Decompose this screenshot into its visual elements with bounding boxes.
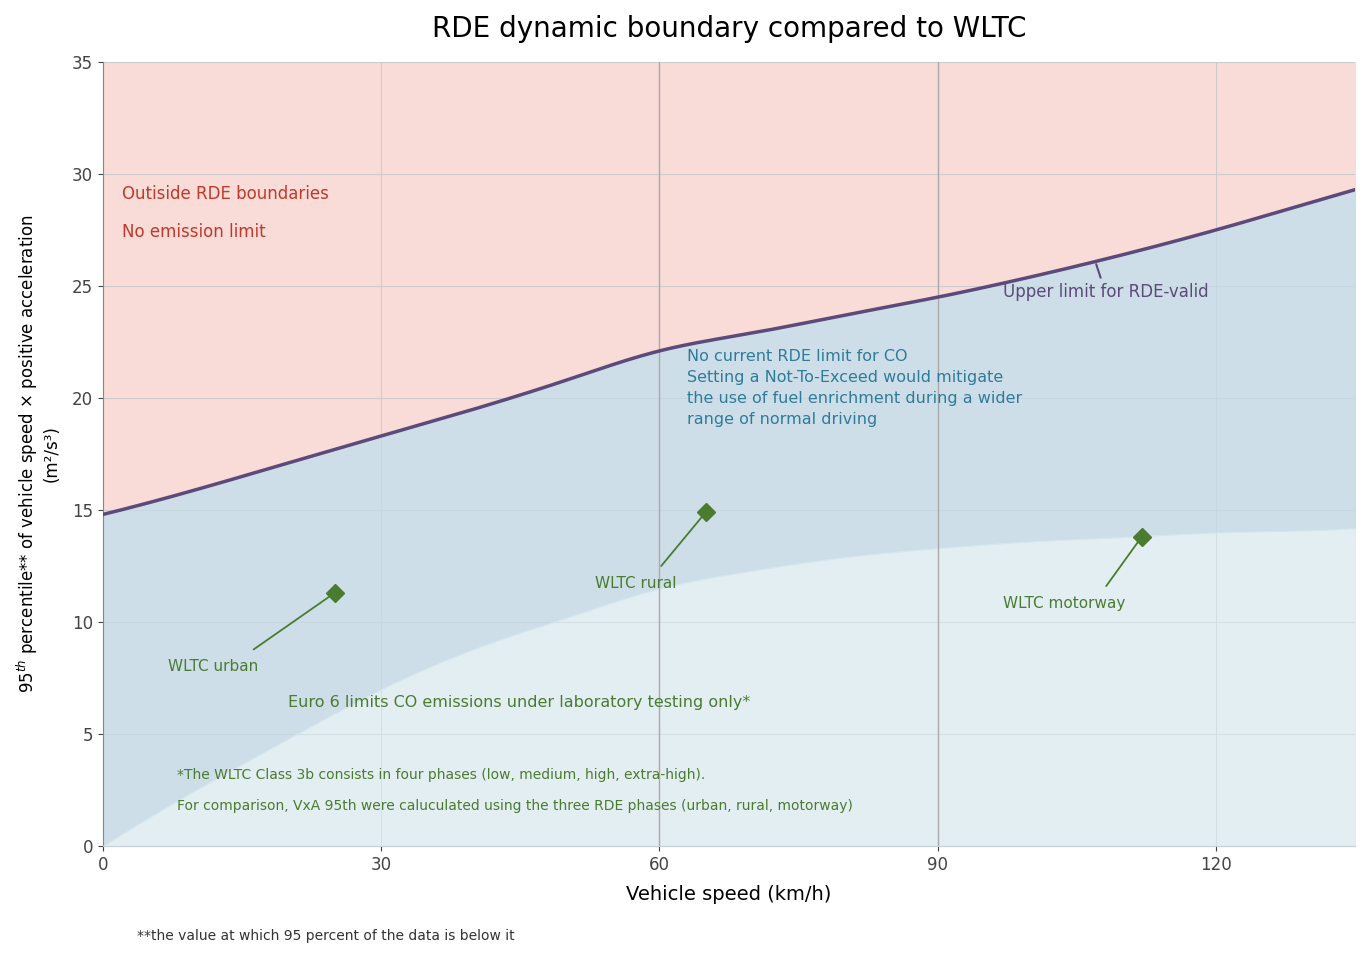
Text: No current RDE limit for CO
Setting a Not-To-Exceed would mitigate
the use of fu: No current RDE limit for CO Setting a No… bbox=[688, 348, 1022, 427]
X-axis label: Vehicle speed (km/h): Vehicle speed (km/h) bbox=[626, 884, 832, 903]
Text: *The WLTC Class 3b consists in four phases (low, medium, high, extra-high).: *The WLTC Class 3b consists in four phas… bbox=[177, 768, 706, 782]
Text: WLTC motorway: WLTC motorway bbox=[1003, 596, 1125, 612]
Text: Outiside RDE boundaries: Outiside RDE boundaries bbox=[122, 186, 329, 203]
Text: WLTC urban: WLTC urban bbox=[169, 659, 258, 674]
Text: **the value at which 95 percent of the data is below it: **the value at which 95 percent of the d… bbox=[137, 928, 515, 943]
Title: RDE dynamic boundary compared to WLTC: RDE dynamic boundary compared to WLTC bbox=[432, 15, 1026, 43]
Text: WLTC rural: WLTC rural bbox=[595, 576, 675, 591]
Text: No emission limit: No emission limit bbox=[122, 223, 266, 241]
Text: Upper limit for RDE-valid: Upper limit for RDE-valid bbox=[1003, 264, 1208, 301]
Text: For comparison, VxA 95th were caluculated using the three RDE phases (urban, rur: For comparison, VxA 95th were caluculate… bbox=[177, 799, 854, 813]
Y-axis label: 95$^{th}$ percentile** of vehicle speed × positive acceleration
(m²/s³): 95$^{th}$ percentile** of vehicle speed … bbox=[15, 214, 62, 693]
Text: Euro 6 limits CO emissions under laboratory testing only*: Euro 6 limits CO emissions under laborat… bbox=[289, 695, 751, 710]
